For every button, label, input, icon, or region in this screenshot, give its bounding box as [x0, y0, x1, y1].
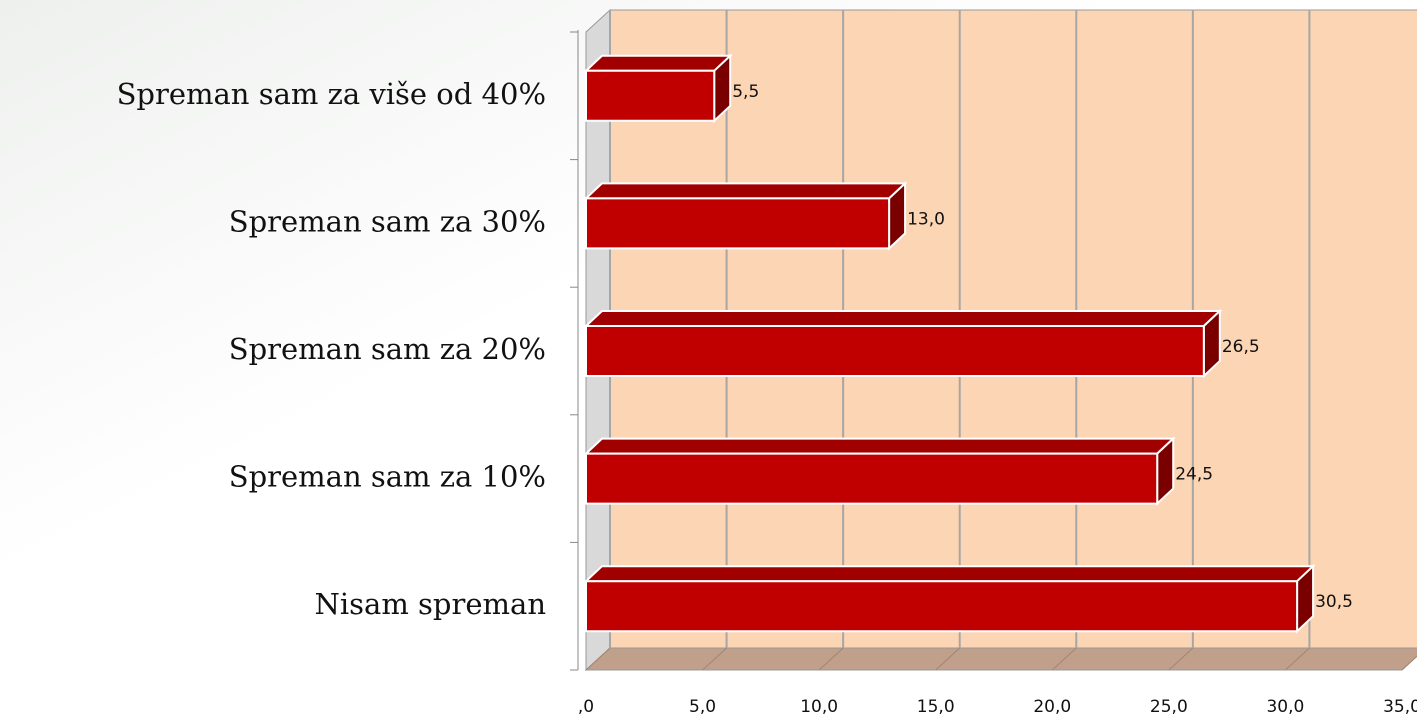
grid-line	[1401, 655, 1417, 671]
x-tick-label: 20,0	[1033, 697, 1071, 717]
x-tick-label: ,0	[578, 697, 594, 717]
x-tick-label: 15,0	[917, 697, 955, 717]
value-label: 13,0	[907, 209, 945, 229]
x-tick-label: 35,0	[1383, 697, 1417, 717]
value-label: 5,5	[732, 82, 759, 102]
bar	[583, 53, 733, 124]
value-label: 26,5	[1222, 337, 1260, 357]
bar-top	[583, 310, 1223, 327]
bar	[583, 563, 1316, 634]
bar	[583, 308, 1223, 379]
grid-line	[1051, 647, 1077, 671]
bar	[583, 181, 908, 251]
value-label: 30,5	[1315, 592, 1353, 612]
category-label: Spreman sam za više od 40%	[117, 77, 546, 111]
grid-line	[702, 647, 727, 671]
bar-front	[585, 197, 891, 250]
bar	[583, 436, 1176, 506]
bar-top	[583, 565, 1316, 583]
x-tick-label: 30,0	[1266, 697, 1304, 717]
bar-top	[583, 54, 733, 72]
x-tick-label: 25,0	[1150, 697, 1188, 717]
floor	[584, 647, 1417, 671]
bar-front	[585, 580, 1299, 633]
category-label: Spreman sam za 10%	[229, 460, 546, 494]
bar-top	[583, 182, 908, 200]
category-label: Spreman sam za 30%	[229, 204, 546, 238]
category-label: Spreman sam za 20%	[229, 332, 546, 366]
x-tick-label: 10,0	[800, 697, 838, 717]
category-label: Nisam spreman	[315, 587, 546, 621]
grid-line	[935, 647, 961, 671]
x-tick-label: 5,0	[689, 697, 716, 717]
bar-front	[585, 69, 716, 122]
grid-line	[1285, 647, 1310, 671]
bar-front	[585, 325, 1205, 377]
grid-line	[585, 647, 611, 671]
grid-line	[818, 647, 844, 671]
bar-front	[585, 452, 1159, 505]
value-label: 24,5	[1175, 465, 1213, 485]
bar-top	[583, 437, 1176, 455]
grid-line	[1168, 647, 1194, 671]
